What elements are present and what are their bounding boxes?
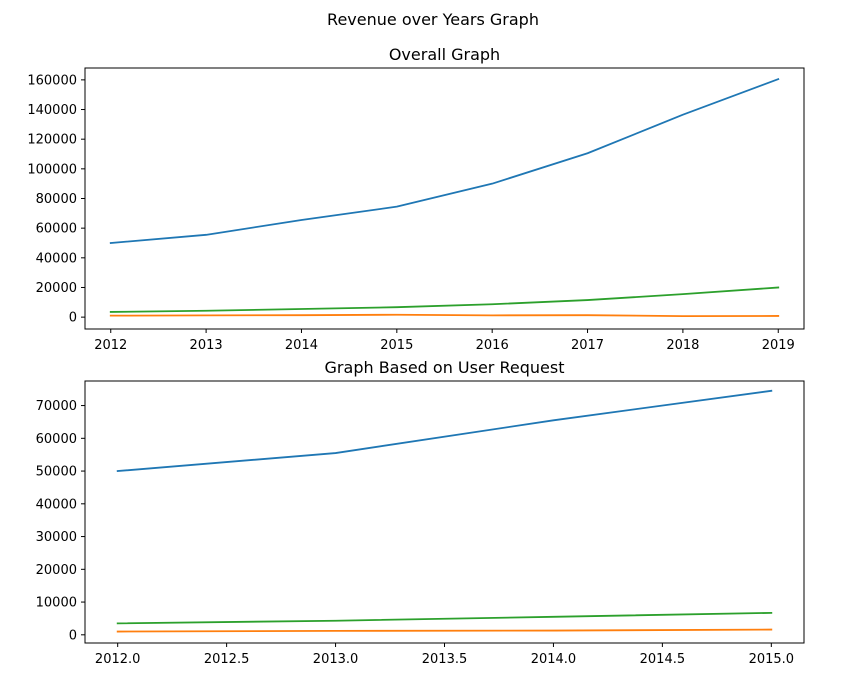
- series-line-1: [109, 77, 780, 244]
- x-tick-label: 2015: [380, 338, 413, 353]
- x-tick-label: 2018: [666, 338, 699, 353]
- y-tick-label: 140000: [27, 103, 77, 118]
- y-tick-label: 60000: [36, 222, 77, 237]
- x-tick-label: 2017: [571, 338, 604, 353]
- y-tick-label: 120000: [27, 133, 77, 148]
- series-line-2: [109, 313, 780, 318]
- series-line-3: [109, 286, 780, 313]
- series-line-1: [116, 389, 773, 473]
- series-line-3: [116, 611, 773, 625]
- y-tick-label: 80000: [36, 192, 77, 207]
- subplot-title: Graph Based on User Request: [325, 358, 565, 377]
- subplot-1: Overall Graph 2012 2013 2014 2015 2016 2017 201…: [27, 45, 805, 353]
- axes-frame: [84, 67, 805, 330]
- x-tick-label: 2012: [94, 338, 127, 353]
- x-tick-label: 2014.0: [531, 652, 577, 667]
- figure-suptitle: Revenue over Years Graph: [327, 10, 539, 29]
- y-tick-label: 70000: [36, 399, 77, 414]
- y-tick-label: 40000: [36, 251, 77, 266]
- y-tick-label: 50000: [36, 465, 77, 480]
- y-tick-label: 60000: [36, 432, 77, 447]
- x-tick-label: 2012.5: [204, 652, 250, 667]
- y-tick-label: 0: [69, 311, 77, 326]
- x-tick-label: 2014: [285, 338, 318, 353]
- series-line-2: [116, 628, 773, 633]
- x-tick-label: 2019: [762, 338, 795, 353]
- y-tick-label: 160000: [27, 73, 77, 88]
- x-tick-label: 2012.0: [95, 652, 141, 667]
- x-tick-label: 2016: [476, 338, 509, 353]
- x-tick-label: 2015.0: [749, 652, 795, 667]
- y-tick-label: 20000: [36, 563, 77, 578]
- y-tick-label: 0: [69, 628, 77, 643]
- y-tick-label: 30000: [36, 530, 77, 545]
- y-tick-label: 100000: [27, 162, 77, 177]
- axes-frame: [84, 380, 805, 644]
- x-tick-label: 2014.5: [640, 652, 686, 667]
- subplot-2: Graph Based on User Request 2012.0 2012.5 2…: [36, 358, 805, 667]
- y-tick-label: 20000: [36, 281, 77, 296]
- subplot-title: Overall Graph: [389, 45, 500, 64]
- x-tick-label: 2013.5: [422, 652, 468, 667]
- y-tick-label: 10000: [36, 596, 77, 611]
- x-tick-label: 2013.0: [313, 652, 359, 667]
- x-tick-label: 2013: [190, 338, 223, 353]
- y-tick-label: 40000: [36, 497, 77, 512]
